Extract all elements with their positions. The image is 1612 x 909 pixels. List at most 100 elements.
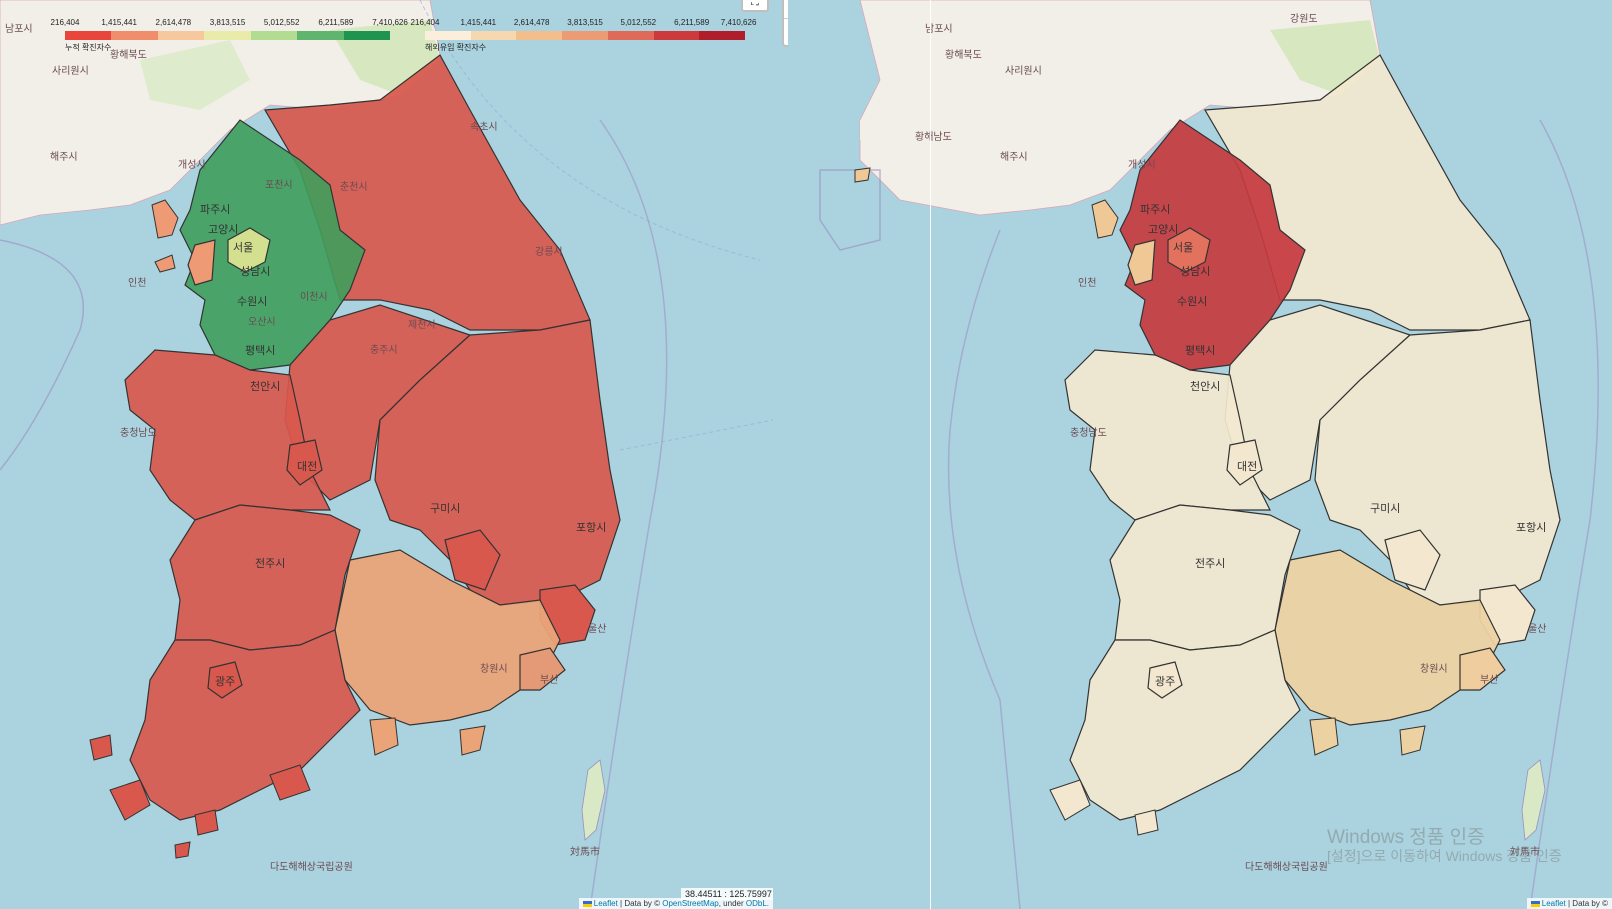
- label-cheonan-r: 천안시: [1190, 379, 1220, 393]
- label-osan: 오산시: [248, 316, 276, 328]
- island-nw-r: [854, 167, 871, 183]
- label-gumi: 구미시: [430, 502, 460, 515]
- region-jeonbuk-r: [1109, 504, 1301, 651]
- label-pohang-r: 포항시: [1516, 521, 1546, 534]
- sea-border: [0, 239, 85, 471]
- ukraine-flag-icon: [1530, 900, 1540, 907]
- legend-right-tick: 1,415,441: [460, 18, 497, 27]
- split-gap: [773, 0, 788, 909]
- compare-split-line[interactable]: [930, 0, 931, 909]
- label-hwanghae-r: 황해북도: [945, 48, 982, 61]
- region-daejeon: [286, 439, 323, 486]
- label-changwon: 창원시: [480, 663, 508, 675]
- label-kaesong-r: 개성시: [1128, 159, 1156, 171]
- region-incheon-r: [1127, 239, 1156, 286]
- label-incheon-r: 인천: [1078, 277, 1096, 289]
- label-incheon: 인천: [128, 277, 146, 289]
- north-coast-r: [860, 110, 930, 150]
- attribution-text: | Data by ©: [617, 899, 663, 908]
- legend-right-tick: 7,410,626: [720, 18, 757, 27]
- legend-left-caption: 누적 확진자수: [65, 43, 112, 52]
- leaflet-link-right[interactable]: Leaflet: [1541, 899, 1566, 908]
- label-tsushima-r: 対馬市: [1510, 845, 1540, 858]
- fullscreen-button[interactable]: ⛶: [741, 0, 769, 12]
- right-map-svg[interactable]: 남포시 황해북도 사리원시 황해남도 해주시 개성시 강원도 인천 파주시 고양…: [788, 0, 1612, 909]
- label-goyang-r: 고양시: [1148, 223, 1178, 236]
- label-icheon: 이천시: [300, 291, 328, 303]
- legend-right-colorbar: [425, 31, 746, 40]
- label-goyang: 고양시: [208, 223, 238, 236]
- sea-border-r3: [1529, 119, 1599, 909]
- legend-right-tick: 2,614,478: [513, 18, 550, 27]
- region-busan-r: [1459, 647, 1506, 691]
- sea-dash-2: [619, 419, 773, 451]
- sea-border-r2: [947, 229, 1021, 909]
- legend-left-tick: 3,813,515: [209, 18, 246, 27]
- label-gumi-r: 구미시: [1370, 502, 1400, 515]
- sea-dash: [419, 0, 761, 261]
- label-gangwon-n-r: 강원도: [1290, 13, 1318, 25]
- island-incheon-r1: [1091, 199, 1119, 239]
- legend-right-caption: 해외유입 확진자수: [425, 43, 487, 52]
- region-gwangju-r: [1147, 661, 1183, 699]
- left-map-svg[interactable]: 남포시 황해북도 사리원시 해주시 개성시 속초시 인천 파주시 고양시 서울 …: [0, 0, 773, 909]
- windows-activation-watermark-sub: [설정]으로 이동하여 Windows 정품 인증: [1327, 848, 1562, 864]
- attribution-under: , under: [718, 899, 746, 908]
- island-r2: [1134, 809, 1159, 836]
- island-s6: [369, 717, 399, 756]
- island-incheon-2: [154, 254, 176, 273]
- osm-link[interactable]: OpenStreetMap: [662, 899, 719, 908]
- label-sariwon-r: 사리원시: [1005, 65, 1042, 77]
- odbl-link[interactable]: ODbL.: [745, 899, 769, 908]
- legend-right-tick: 6,211,589: [674, 18, 710, 27]
- label-seoul-r: 서울: [1173, 241, 1193, 254]
- label-daejeon: 대전: [297, 460, 317, 473]
- legend-left-ticks: 216,404 1,415,441 2,614,478 3,813,515 5,…: [51, 18, 408, 28]
- legend-right-tick: 216,404: [410, 18, 440, 27]
- region-gyeongbuk-r: [1314, 319, 1561, 606]
- label-hwanghaenamdo-r: 황해남도: [915, 130, 952, 143]
- label-pocheon: 포천시: [265, 179, 293, 191]
- label-kaesong: 개성시: [178, 159, 206, 171]
- legend-right-tick: 3,813,515: [567, 18, 603, 27]
- legend-left-tick: 1,415,441: [101, 18, 137, 27]
- label-nampo: 남포시: [5, 23, 33, 35]
- label-changwon-r: 창원시: [1420, 663, 1448, 675]
- legend-left: 216,404 1,415,441 2,614,478 3,813,515 5,…: [51, 4, 408, 52]
- region-gyeongbuk: [374, 319, 621, 606]
- label-hwanghae: 황해북도: [110, 48, 147, 61]
- attribution-left: Leaflet | Data by © OpenStreetMap, under…: [578, 898, 773, 909]
- legend-left-tick: 5,012,552: [263, 18, 300, 27]
- island-r1: [1049, 779, 1091, 821]
- label-daejeon-r: 대전: [1237, 460, 1257, 473]
- island-incheon-1: [151, 199, 179, 239]
- north-forest-2: [140, 40, 250, 110]
- label-pohang: 포항시: [576, 521, 606, 534]
- label-pyeongtaek: 평택시: [245, 344, 275, 357]
- label-tsushima: 対馬市: [570, 845, 600, 858]
- legend-right-tick: 5,012,552: [620, 18, 657, 27]
- island-r4: [1399, 725, 1426, 756]
- sea-border-2: [589, 119, 668, 909]
- label-dadohae: 다도해해상국립공원: [270, 860, 353, 873]
- label-paju: 파주시: [200, 203, 230, 216]
- windows-activation-watermark: Windows 정품 인증: [1327, 827, 1485, 848]
- attribution-right-text: | Data by ©: [1565, 899, 1608, 908]
- ukraine-flag-icon: [582, 900, 592, 907]
- legend-left-tick: 216,404: [50, 18, 80, 27]
- region-daegu: [444, 529, 501, 591]
- region-seoul: [227, 227, 271, 273]
- label-seoul: 서울: [233, 241, 253, 254]
- label-haeju: 해주시: [50, 150, 78, 163]
- right-map-pane[interactable]: 남포시 황해북도 사리원시 황해남도 해주시 개성시 강원도 인천 파주시 고양…: [788, 0, 1612, 909]
- label-nampo-r: 남포시: [925, 23, 953, 35]
- left-map-pane[interactable]: 남포시 황해북도 사리원시 해주시 개성시 속초시 인천 파주시 고양시 서울 …: [0, 0, 773, 909]
- island-s4: [89, 734, 113, 761]
- label-gwangju: 광주: [215, 675, 235, 688]
- legend-left-tick: 2,614,478: [155, 18, 192, 27]
- label-cheonan: 천안시: [250, 379, 280, 393]
- leaflet-link[interactable]: Leaflet: [593, 899, 618, 908]
- label-paju-r: 파주시: [1140, 203, 1170, 216]
- island-r3: [1309, 717, 1339, 756]
- region-daegu-r: [1384, 529, 1441, 591]
